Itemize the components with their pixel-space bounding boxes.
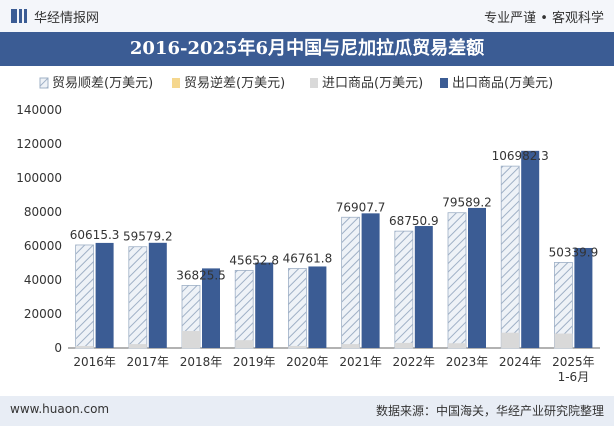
data-label: 79589.2 (442, 196, 492, 210)
export-bar (202, 268, 220, 348)
y-tick-label: 80000 (24, 205, 62, 219)
data-source: 数据来源：中国海关，华经产业研究院整理 (375, 404, 604, 418)
x-tick-label: 2021年 (339, 355, 382, 369)
data-label: 76907.7 (336, 200, 386, 214)
data-label: 50339.9 (549, 245, 599, 259)
import-bar (182, 331, 200, 348)
y-tick-label: 100000 (16, 171, 62, 185)
legend-label: 贸易逆差(万美元) (184, 75, 285, 91)
title-bar: 2016-2025年6月中国与尼加拉瓜贸易差额 (0, 32, 614, 66)
slogan: 专业严谨 • 客观科学 (484, 11, 604, 26)
x-tick-label: 2020年 (286, 355, 329, 369)
legend-label: 进口商品(万美元) (322, 76, 423, 91)
import-bar (554, 333, 573, 348)
footer: www.huaon.com 数据来源：中国海关，华经产业研究院整理 (0, 396, 614, 426)
x-tick-label: 2017年 (127, 355, 170, 369)
export-bar (148, 242, 167, 348)
y-tick-label: 20000 (24, 307, 62, 321)
data-label: 36825.5 (176, 268, 226, 282)
surplus-bar (75, 244, 94, 349)
y-tick-label: 120000 (16, 137, 62, 151)
export-bar (414, 226, 433, 348)
legend-label: 出口商品(万美元) (452, 76, 553, 91)
website-link[interactable]: www.huaon.com (10, 402, 110, 416)
surplus-bar (341, 216, 361, 349)
chart-title: 2016-2025年6月中国与尼加拉瓜贸易差额 (129, 38, 485, 59)
import-bar (128, 344, 147, 348)
legend-swatch (310, 78, 318, 88)
x-tick-label: 2025年 (552, 355, 595, 369)
legend-swatch (440, 78, 448, 88)
import-bar (501, 332, 520, 348)
export-bar (361, 213, 380, 348)
export-bar (255, 262, 274, 348)
y-tick-label: 140000 (16, 103, 62, 117)
y-tick-label: 40000 (24, 273, 62, 287)
import-bar (448, 343, 466, 348)
export-bar (574, 247, 593, 348)
x-tick-label: 2018年 (180, 355, 223, 369)
x-tick-label: 2016年 (73, 355, 116, 369)
data-label: 45652.8 (229, 253, 279, 267)
surplus-bar (128, 246, 148, 349)
surplus-bar (447, 212, 467, 349)
y-tick-label: 60000 (24, 239, 62, 253)
data-label: 59579.2 (123, 230, 173, 244)
surplus-bar (234, 269, 254, 349)
axes: 0 20000 40000 60000 80000 100000 120000 140000 2… (16, 103, 600, 384)
x-tick-label: 2022年 (393, 355, 436, 369)
legend-label: 贸易顺差(万美元) (52, 76, 153, 91)
bars (75, 150, 593, 349)
surplus-bar (500, 165, 520, 349)
export-bar (468, 207, 486, 348)
data-label: 46761.8 (283, 252, 333, 266)
brand-logo-icon (11, 9, 27, 23)
x-tick-label: 2019年 (233, 355, 276, 369)
legend-swatch (39, 77, 49, 89)
x-tick-label: 1-6月 (558, 370, 590, 384)
import-bar (341, 344, 360, 348)
export-bar (95, 242, 114, 348)
import-bar (288, 345, 307, 348)
surplus-bar (287, 268, 307, 349)
x-tick-label: 2024年 (499, 355, 542, 369)
import-bar (75, 345, 94, 348)
chart-area: 贸易顺差(万美元) 贸易逆差(万美元) 进口商品(万美元) 出口商品(万美元) 0 20… (16, 75, 600, 384)
data-label: 106982.3 (492, 149, 549, 163)
legend: 贸易顺差(万美元) 贸易逆差(万美元) 进口商品(万美元) 出口商品(万美元) (39, 75, 553, 91)
brand-name: 华经情报网 (34, 11, 100, 26)
surplus-bar (394, 230, 414, 349)
import-bar (235, 340, 254, 348)
y-tick-label: 0 (54, 341, 62, 355)
legend-swatch (172, 78, 180, 88)
data-label: 68750.9 (389, 214, 439, 228)
import-bar (394, 342, 413, 348)
export-bar (308, 266, 327, 348)
data-label: 60615.3 (70, 228, 120, 242)
x-tick-label: 2023年 (446, 355, 489, 369)
top-bar: 华经情报网 专业严谨 • 客观科学 (0, 0, 614, 32)
export-bar (521, 150, 540, 348)
